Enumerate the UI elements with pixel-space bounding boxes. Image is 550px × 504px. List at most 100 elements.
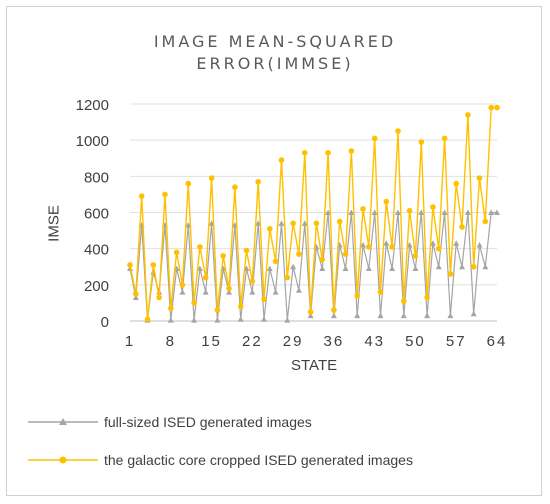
series-1-point-42 xyxy=(366,244,372,250)
series-0-point-10 xyxy=(179,289,186,295)
series-0-point-48 xyxy=(400,312,407,319)
series-1-point-2 xyxy=(133,291,139,297)
series-1-point-4 xyxy=(144,316,151,323)
series-1-point-37 xyxy=(336,218,343,225)
series-1-point-60 xyxy=(470,264,477,270)
y-tick-label-400: 400 xyxy=(84,242,109,259)
series-0-point-61 xyxy=(476,242,483,248)
series-1-point-27 xyxy=(278,157,285,163)
series-0-point-34 xyxy=(319,265,326,272)
series-0-point-59 xyxy=(464,209,471,215)
series-0-point-55 xyxy=(441,209,448,215)
chart-title-line-2: ERROR(IMMSE) xyxy=(196,54,354,73)
series-1-point-46 xyxy=(389,244,395,250)
series-0-point-27 xyxy=(278,220,285,226)
series-0-point-53 xyxy=(429,240,436,246)
series-1-point-15 xyxy=(208,175,215,181)
series-1-point-32 xyxy=(307,309,314,315)
series-0-point-50 xyxy=(412,265,419,272)
series-1-point-5 xyxy=(150,262,157,268)
series-1-point-38 xyxy=(342,251,349,257)
series-0-point-45 xyxy=(383,240,390,246)
series-0-point-51 xyxy=(418,209,425,215)
series-1-point-39 xyxy=(348,148,355,154)
series-0-point-20 xyxy=(237,316,244,322)
series-0-point-29 xyxy=(290,263,297,270)
series-0-point-52 xyxy=(424,312,431,319)
x-axis-label: STATE xyxy=(291,357,338,374)
series-1-point-9 xyxy=(173,249,180,256)
series-1-point-25 xyxy=(267,226,273,232)
series-line-0 xyxy=(129,211,497,321)
series-1-point-47 xyxy=(395,128,401,134)
series-0-point-36 xyxy=(330,312,337,319)
series-0-point-47 xyxy=(394,209,401,215)
series-0-point-8 xyxy=(167,317,174,323)
series-0-point-31 xyxy=(301,220,308,226)
series-1-point-48 xyxy=(401,298,407,304)
series-1-point-49 xyxy=(406,207,413,214)
series-0-point-54 xyxy=(435,263,442,270)
legend-label-galactic-core: the galactic core cropped ISED generated… xyxy=(104,452,413,468)
y-tick-label-600: 600 xyxy=(84,206,109,223)
x-tick-label-1: 1 xyxy=(125,333,135,350)
series-0-point-16 xyxy=(214,317,221,323)
series-0-point-40 xyxy=(354,312,361,319)
series-0-point-57 xyxy=(453,240,460,246)
series-1-point-23 xyxy=(255,179,261,185)
series-1-point-11 xyxy=(185,180,192,187)
series-1-point-17 xyxy=(220,253,226,259)
series-1-point-14 xyxy=(202,274,209,281)
series-1-point-29 xyxy=(290,220,296,227)
series-1-point-51 xyxy=(418,139,425,145)
series-1-point-22 xyxy=(249,278,256,285)
series-1-point-31 xyxy=(302,150,308,156)
series-0-point-58 xyxy=(459,263,466,270)
series-1-point-57 xyxy=(453,180,460,187)
series-1-point-62 xyxy=(482,218,489,225)
series-1-point-30 xyxy=(296,251,302,257)
series-1-point-53 xyxy=(430,204,436,210)
series-0-point-60 xyxy=(470,310,477,317)
series-1-point-55 xyxy=(441,135,448,142)
series-1-point-28 xyxy=(284,274,291,281)
series-0-point-25 xyxy=(266,265,273,272)
series-1-point-16 xyxy=(214,307,221,313)
series-0-point-62 xyxy=(482,263,489,270)
series-1-point-7 xyxy=(162,191,168,198)
chart-title-line-1: IMAGE MEAN-SQUARED xyxy=(153,32,397,51)
series-1-point-44 xyxy=(377,289,384,295)
x-tick-label-22: 22 xyxy=(242,333,263,350)
y-tick-label-1000: 1000 xyxy=(76,133,109,150)
series-1-point-59 xyxy=(465,112,471,118)
x-tick-label-43: 43 xyxy=(364,333,385,350)
x-tick-label-36: 36 xyxy=(324,333,345,350)
series-0-point-44 xyxy=(377,312,384,319)
x-tick-label-57: 57 xyxy=(446,333,467,350)
series-0-point-63 xyxy=(488,209,495,215)
x-tick-label-29: 29 xyxy=(283,333,304,350)
series-1-point-33 xyxy=(313,220,320,227)
series-0-point-42 xyxy=(365,265,372,272)
series-1-point-56 xyxy=(447,271,454,277)
series-0-point-18 xyxy=(226,289,233,295)
series-1-point-10 xyxy=(179,282,186,288)
series-0-point-22 xyxy=(249,289,256,295)
series-1-point-6 xyxy=(156,294,162,301)
series-1-point-1 xyxy=(127,262,133,268)
series-1-point-35 xyxy=(325,150,331,156)
series-1-point-40 xyxy=(354,292,361,299)
series-1-point-64 xyxy=(494,104,500,111)
series-0-point-38 xyxy=(342,265,349,272)
series-0-point-2 xyxy=(132,294,139,300)
series-0-point-35 xyxy=(325,209,332,215)
series-0-point-28 xyxy=(284,317,291,323)
legend-label-full-sized: full-sized ISED generated images xyxy=(104,414,312,430)
legend-swatch-galactic-core xyxy=(28,456,98,464)
series-1-point-52 xyxy=(424,294,430,301)
series-1-point-8 xyxy=(168,305,174,312)
x-tick-label-64: 64 xyxy=(487,333,508,350)
y-tick-label-800: 800 xyxy=(84,169,109,186)
series-0-point-64 xyxy=(494,209,500,215)
x-tick-label-8: 8 xyxy=(166,333,176,350)
